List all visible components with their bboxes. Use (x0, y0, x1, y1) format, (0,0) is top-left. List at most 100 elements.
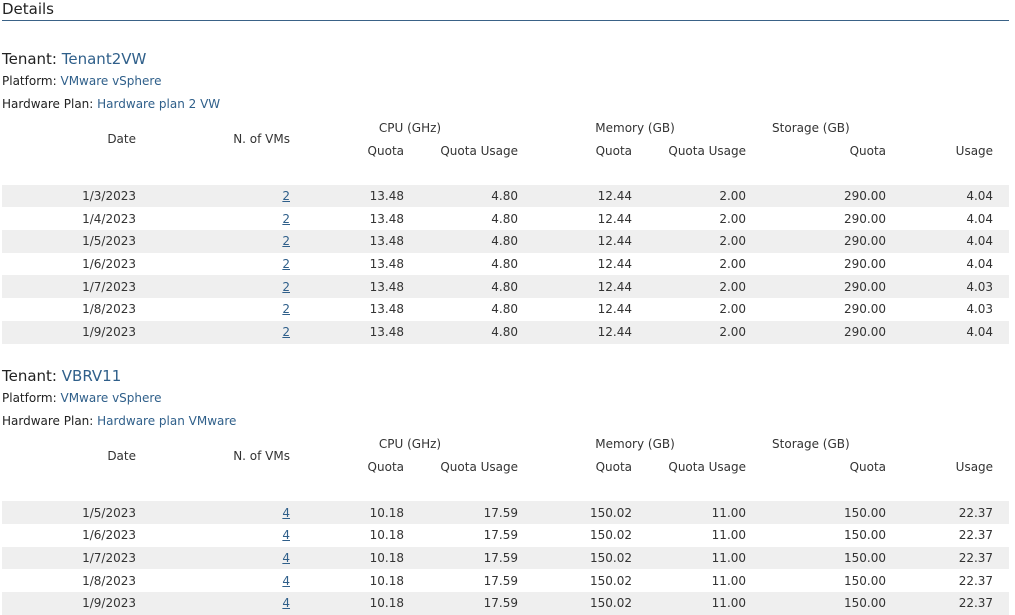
table-row: 1/7/2023 4 10.18 17.59 150.02 11.00 150.00 22.3… (2, 546, 1010, 570)
col-mem-usage-header[interactable]: Quota Usage (668, 460, 747, 474)
hardware-plan-value[interactable]: Hardware plan 2 VW (97, 97, 221, 111)
mem-quota-cell: 12.44 (518, 207, 633, 231)
table-row: 1/3/2023 2 13.48 4.80 12.44 2.00 290.00 4.04 (2, 184, 1010, 208)
platform-line: Platform: VMware vSphere (2, 70, 1009, 93)
col-cpu-quota-header[interactable]: Quota (367, 143, 404, 158)
mem-usage-cell: 2.00 (632, 275, 747, 299)
sto-quota-cell: 290.00 (746, 252, 887, 276)
mem-quota-cell: 150.02 (518, 546, 633, 570)
mem-usage-cell: 2.00 (632, 230, 747, 253)
date-cell: 1/6/2023 (2, 523, 136, 547)
tenant-label: Tenant: (2, 366, 57, 385)
hardware-plan-value[interactable]: Hardware plan VMware (97, 413, 237, 428)
sto-quota-cell: 150.00 (746, 546, 887, 570)
vm-count-link[interactable]: 4 (282, 596, 290, 611)
vm-count-link[interactable]: 2 (282, 302, 290, 317)
cpu-quota-cell: 10.18 (290, 501, 404, 524)
memory-group-header: Memory (GB) (595, 437, 675, 451)
vm-count-link[interactable]: 2 (282, 257, 290, 272)
platform-value[interactable]: VMware vSphere (60, 74, 162, 88)
date-cell: 1/6/2023 (2, 252, 136, 276)
cpu-quota-cell: 13.48 (290, 184, 404, 208)
col-sto-quota-header[interactable]: Quota (849, 143, 887, 158)
vm-count-link[interactable]: 4 (282, 550, 290, 565)
vm-count-link[interactable]: 4 (282, 573, 290, 588)
sto-usage-cell: 4.04 (886, 230, 1010, 253)
mem-quota-cell: 150.02 (518, 569, 633, 592)
sto-usage-cell: 4.04 (886, 320, 1010, 344)
mem-quota-cell: 150.02 (518, 591, 633, 615)
sto-usage-cell: 22.37 (886, 569, 1010, 592)
tenant-line: Tenant: VBRV11 (2, 365, 1009, 387)
col-vms-header[interactable]: N. of VMs (233, 448, 290, 463)
col-date-header[interactable]: Date (107, 132, 136, 146)
vm-count-link[interactable]: 2 (282, 279, 290, 294)
storage-group-header: Storage (GB) (772, 437, 850, 451)
platform-line: Platform: VMware vSphere (2, 387, 1009, 410)
storage-group-header: Storage (GB) (772, 120, 850, 135)
tenant-label: Tenant: (2, 50, 57, 68)
cpu-quota-cell: 13.48 (290, 207, 404, 231)
table-row: 1/9/2023 4 10.18 17.59 150.02 11.00 150.00 22.3… (2, 591, 1010, 615)
section-title: Details (2, 0, 1009, 21)
cpu-usage-cell: 4.80 (404, 184, 519, 208)
col-sto-usage-header[interactable]: Usage (955, 460, 994, 474)
platform-label: Platform: (2, 390, 57, 405)
sto-quota-cell: 150.00 (746, 523, 887, 547)
col-mem-usage-header[interactable]: Quota Usage (668, 143, 747, 158)
tenant-name[interactable]: Tenant2VW (61, 50, 147, 68)
cpu-quota-cell: 13.48 (290, 230, 404, 253)
date-cell: 1/8/2023 (2, 569, 136, 592)
vm-count-link[interactable]: 2 (282, 234, 290, 249)
tenant-name[interactable]: VBRV11 (61, 366, 122, 385)
cpu-usage-cell: 4.80 (404, 230, 519, 253)
table-row: 1/6/2023 2 13.48 4.80 12.44 2.00 290.00 4.04 (2, 252, 1010, 276)
date-cell: 1/9/2023 (2, 591, 136, 615)
hardware-plan-line: Hardware Plan: Hardware plan 2 VW (2, 93, 1009, 116)
col-mem-quota-header[interactable]: Quota (595, 460, 633, 474)
sto-usage-cell: 22.37 (886, 591, 1010, 615)
vm-count-link[interactable]: 2 (282, 325, 290, 340)
date-cell: 1/9/2023 (2, 320, 136, 344)
col-date-header[interactable]: Date (107, 448, 136, 463)
sto-quota-cell: 290.00 (746, 207, 887, 231)
cpu-usage-cell: 4.80 (404, 275, 519, 299)
cpu-usage-cell: 17.59 (404, 591, 519, 615)
mem-quota-cell: 12.44 (518, 275, 633, 299)
cpu-quota-cell: 13.48 (290, 320, 404, 344)
table-row: 1/4/2023 2 13.48 4.80 12.44 2.00 290.00 4.04 (2, 207, 1010, 231)
mem-usage-cell: 2.00 (632, 252, 747, 276)
col-cpu-usage-header[interactable]: Quota Usage (440, 143, 519, 158)
vm-count-link[interactable]: 2 (282, 211, 290, 226)
sto-quota-cell: 150.00 (746, 501, 887, 524)
sto-quota-cell: 290.00 (746, 230, 887, 253)
vm-count-link[interactable]: 4 (282, 528, 290, 543)
cpu-usage-cell: 4.80 (404, 298, 519, 321)
col-sto-usage-header[interactable]: Usage (955, 143, 994, 158)
table-row: 1/5/2023 4 10.18 17.59 150.02 11.00 150.00 22.3… (2, 501, 1010, 524)
date-cell: 1/5/2023 (2, 230, 136, 253)
date-cell: 1/7/2023 (2, 546, 136, 570)
table-row: 1/6/2023 4 10.18 17.59 150.02 11.00 150.00 22.3… (2, 523, 1010, 547)
table-row: 1/8/2023 2 13.48 4.80 12.44 2.00 290.00 4.03 (2, 298, 1010, 321)
vm-count-link[interactable]: 2 (282, 189, 290, 204)
col-cpu-quota-header[interactable]: Quota (367, 460, 404, 474)
hardware-plan-label: Hardware Plan: (2, 97, 94, 111)
cpu-quota-cell: 10.18 (290, 591, 404, 615)
col-sto-quota-header[interactable]: Quota (849, 460, 887, 474)
cpu-quota-cell: 13.48 (290, 298, 404, 321)
table-body: 1/5/2023 4 10.18 17.59 150.02 11.00 150.00 22.3… (2, 501, 1010, 615)
mem-usage-cell: 11.00 (632, 546, 747, 570)
col-mem-quota-header[interactable]: Quota (595, 143, 633, 158)
date-cell: 1/4/2023 (2, 207, 136, 231)
vm-count-link[interactable]: 4 (282, 505, 290, 520)
sto-usage-cell: 4.03 (886, 275, 1010, 299)
cpu-usage-cell: 4.80 (404, 252, 519, 276)
cpu-group-header: CPU (GHz) (378, 437, 442, 451)
mem-quota-cell: 150.02 (518, 501, 633, 524)
platform-value[interactable]: VMware vSphere (60, 390, 162, 405)
sto-quota-cell: 150.00 (746, 591, 887, 615)
col-vms-header[interactable]: N. of VMs (233, 132, 290, 146)
col-cpu-usage-header[interactable]: Quota Usage (440, 460, 519, 474)
